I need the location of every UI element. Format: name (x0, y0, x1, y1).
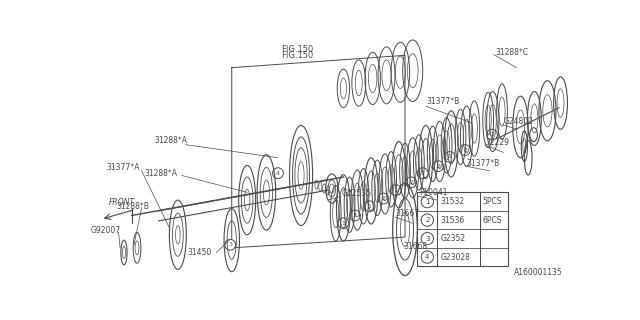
Circle shape (444, 152, 455, 162)
Text: 31377*B: 31377*B (427, 97, 460, 106)
Text: 1: 1 (367, 204, 371, 209)
Text: 5PCS: 5PCS (483, 197, 502, 206)
Circle shape (273, 168, 284, 179)
Circle shape (460, 145, 470, 156)
Circle shape (421, 214, 433, 226)
Text: 31532: 31532 (440, 197, 465, 206)
Text: 31667: 31667 (396, 210, 420, 219)
Circle shape (417, 168, 428, 179)
Text: G24802: G24802 (504, 117, 533, 126)
Circle shape (338, 218, 349, 228)
Text: 4: 4 (276, 171, 280, 176)
Text: 2: 2 (381, 196, 385, 201)
Text: 1: 1 (420, 171, 425, 176)
Circle shape (364, 201, 375, 212)
Text: 1: 1 (342, 221, 346, 226)
Text: 3: 3 (425, 236, 429, 242)
Text: 2: 2 (425, 217, 429, 223)
Text: 32229: 32229 (486, 138, 510, 147)
Circle shape (421, 232, 433, 245)
Text: 31288*A: 31288*A (155, 136, 188, 145)
Text: 31450: 31450 (188, 248, 212, 257)
Text: 31377*B: 31377*B (467, 159, 500, 168)
Circle shape (406, 177, 417, 188)
Text: 31288*C: 31288*C (496, 48, 529, 57)
Circle shape (378, 193, 389, 204)
Text: FRONT: FRONT (109, 198, 134, 207)
Text: 2: 2 (463, 148, 467, 153)
Text: 1: 1 (425, 199, 429, 205)
Circle shape (421, 196, 433, 208)
Text: 31288*A: 31288*A (145, 169, 178, 178)
Text: 31536: 31536 (440, 216, 465, 225)
Bar (417, 192, 508, 266)
Circle shape (433, 161, 444, 172)
Text: 4: 4 (425, 254, 429, 260)
Text: 3: 3 (228, 242, 232, 247)
Text: 2: 2 (409, 180, 413, 185)
Text: G22535: G22535 (342, 189, 372, 198)
Text: FIG.150: FIG.150 (281, 45, 314, 54)
Text: G92007: G92007 (91, 227, 121, 236)
Text: 2: 2 (353, 213, 357, 218)
Text: 1: 1 (448, 155, 452, 159)
Text: A160001135: A160001135 (514, 268, 563, 277)
Text: F10041: F10041 (419, 188, 447, 197)
Text: 31288*B: 31288*B (116, 202, 149, 211)
Circle shape (486, 129, 497, 140)
Circle shape (349, 210, 360, 221)
Text: FIG.150: FIG.150 (281, 51, 314, 60)
Text: 2: 2 (436, 164, 440, 169)
Text: 1: 1 (394, 188, 397, 193)
Text: 31668: 31668 (403, 242, 428, 251)
Text: G23028: G23028 (440, 252, 470, 261)
Text: 31377*A: 31377*A (106, 163, 140, 172)
Circle shape (421, 251, 433, 263)
Text: 2: 2 (490, 132, 494, 137)
Circle shape (390, 185, 401, 196)
Circle shape (225, 239, 236, 250)
Text: G2352: G2352 (440, 234, 465, 243)
Text: 6PCS: 6PCS (483, 216, 502, 225)
